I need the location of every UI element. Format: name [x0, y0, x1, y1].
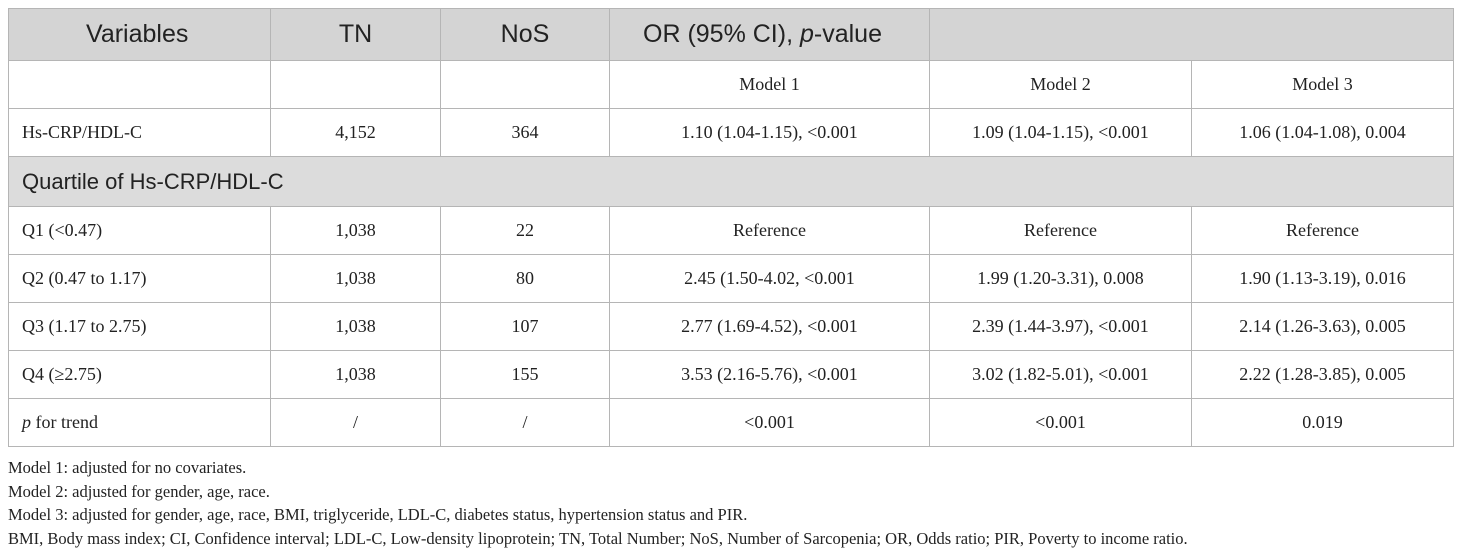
- trend-label-p: p: [22, 412, 31, 432]
- table-cell: Reference: [929, 206, 1192, 255]
- table-cell: 1.06 (1.04-1.08), 0.004: [1191, 108, 1454, 157]
- table-cell: [270, 60, 441, 109]
- table-cell: 80: [440, 254, 610, 303]
- footnote: Model 1: adjusted for no covariates.: [8, 458, 247, 477]
- table-cell: 1,038: [270, 254, 441, 303]
- row-label: Q3 (1.17 to 2.75): [8, 302, 271, 351]
- footnote: Model 2: adjusted for gender, age, race.: [8, 481, 270, 501]
- table-row: Q3 (1.17 to 2.75) 1,038 107 2.77 (1.69-4…: [8, 302, 1454, 351]
- table-cell: 3.02 (1.82-5.01), <0.001: [929, 350, 1192, 399]
- footnote: Model 3: adjusted for gender, age, race,…: [8, 505, 748, 524]
- table-cell: 1.99 (1.20-3.31), 0.008: [929, 254, 1192, 303]
- section-row: Quartile of Hs-CRP/HDL-C: [8, 156, 1454, 207]
- table-cell: 3.53 (2.16-5.76), <0.001: [609, 350, 930, 399]
- header-row: Variables TN NoS OR (95% CI), p-value: [8, 8, 1454, 61]
- row-label: Q1 (<0.47): [8, 206, 271, 255]
- header-variables: Variables: [8, 8, 271, 61]
- table-cell: 2.45 (1.50-4.02, <0.001: [609, 254, 930, 303]
- table-cell: 1,038: [270, 206, 441, 255]
- model-3-label: Model 3: [1191, 60, 1454, 109]
- footnote: BMI, Body mass index; CI, Confidence int…: [8, 528, 1188, 548]
- header-empty: [929, 8, 1454, 61]
- header-or: OR (95% CI), p-value: [609, 8, 930, 61]
- table-row: Q1 (<0.47) 1,038 22 Reference Reference …: [8, 206, 1454, 255]
- table-cell: 0.019: [1191, 398, 1454, 447]
- trend-row: p for trend / / <0.001 <0.001 0.019: [8, 398, 1454, 447]
- table-cell: 4,152: [270, 108, 441, 157]
- row-label: Hs-CRP/HDL-C: [8, 108, 271, 157]
- table-cell: 155: [440, 350, 610, 399]
- model-2-label: Model 2: [929, 60, 1192, 109]
- table-cell: 364: [440, 108, 610, 157]
- table-cell: 22: [440, 206, 610, 255]
- table-row: Q4 (≥2.75) 1,038 155 3.53 (2.16-5.76), <…: [8, 350, 1454, 399]
- table-cell: /: [270, 398, 441, 447]
- row-label: Q2 (0.47 to 1.17): [8, 254, 271, 303]
- header-nos: NoS: [440, 8, 610, 61]
- table-row: Hs-CRP/HDL-C 4,152 364 1.10 (1.04-1.15),…: [8, 108, 1454, 157]
- table-cell: [8, 60, 271, 109]
- table-cell: 1.90 (1.13-3.19), 0.016: [1191, 254, 1454, 303]
- trend-label-rest: for trend: [31, 412, 98, 432]
- table-cell: 2.39 (1.44-3.97), <0.001: [929, 302, 1192, 351]
- table-cell: 2.77 (1.69-4.52), <0.001: [609, 302, 930, 351]
- table-cell: <0.001: [609, 398, 930, 447]
- table-cell: 2.14 (1.26-3.63), 0.005: [1191, 302, 1454, 351]
- table-cell: <0.001: [929, 398, 1192, 447]
- row-label: p for trend: [8, 398, 271, 447]
- header-or-prefix: OR (95% CI),: [643, 20, 800, 48]
- header-or-p: p: [799, 20, 814, 48]
- table-cell: 1.10 (1.04-1.15), <0.001: [609, 108, 930, 157]
- model-1-label: Model 1: [609, 60, 930, 109]
- table-cell: Reference: [609, 206, 930, 255]
- results-table: Variables TN NoS OR (95% CI), p-value Mo…: [8, 8, 1454, 447]
- table-cell: Reference: [1191, 206, 1454, 255]
- table-footnotes: Model 1: adjusted for no covariates. Mod…: [8, 456, 1188, 550]
- table-cell: /: [440, 398, 610, 447]
- row-label: Q4 (≥2.75): [8, 350, 271, 399]
- table-cell: 1,038: [270, 302, 441, 351]
- table-cell: 1.09 (1.04-1.15), <0.001: [929, 108, 1192, 157]
- table-row: Q2 (0.47 to 1.17) 1,038 80 2.45 (1.50-4.…: [8, 254, 1454, 303]
- header-tn: TN: [270, 8, 441, 61]
- table-cell: 1,038: [270, 350, 441, 399]
- section-label: Quartile of Hs-CRP/HDL-C: [8, 156, 1454, 207]
- model-row: Model 1 Model 2 Model 3: [8, 60, 1454, 109]
- table-cell: 107: [440, 302, 610, 351]
- header-or-suffix: -value: [813, 20, 882, 48]
- table-cell: 2.22 (1.28-3.85), 0.005: [1191, 350, 1454, 399]
- table-cell: [440, 60, 610, 109]
